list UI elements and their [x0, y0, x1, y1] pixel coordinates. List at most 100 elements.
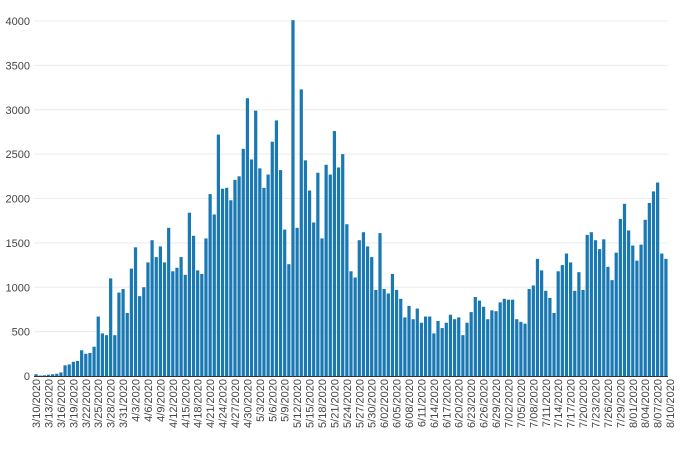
- bar: [84, 354, 87, 376]
- bar: [341, 154, 344, 376]
- bar: [407, 306, 410, 376]
- bar: [179, 257, 182, 376]
- bar: [561, 265, 564, 376]
- bar: [664, 259, 667, 376]
- bar: [163, 262, 166, 376]
- bar: [615, 253, 618, 376]
- bar: [76, 361, 79, 376]
- x-tick-label: 3/19/2020: [68, 379, 80, 428]
- bar: [109, 278, 112, 376]
- bar: [267, 175, 270, 376]
- bar: [80, 350, 83, 376]
- bar: [329, 175, 332, 376]
- bar: [395, 290, 398, 376]
- bar: [88, 353, 91, 376]
- x-tick-label: 4/24/2020: [218, 379, 230, 428]
- x-tick-label: 6/05/2020: [392, 379, 404, 428]
- x-tick-label: 6/23/2020: [466, 379, 478, 428]
- bar: [209, 194, 212, 376]
- bar: [457, 317, 460, 376]
- x-tick-label: 5/9/2020: [280, 379, 292, 422]
- bar: [424, 317, 427, 376]
- bar: [590, 232, 593, 376]
- x-tick-label: 7/14/2020: [553, 379, 565, 428]
- x-tick-label: 5/27/2020: [354, 379, 366, 428]
- bar: [92, 347, 95, 376]
- bar: [275, 120, 278, 376]
- bar: [204, 238, 207, 376]
- bar: [291, 20, 294, 376]
- bar: [432, 333, 435, 376]
- bar: [68, 364, 71, 376]
- bar: [283, 230, 286, 376]
- bar: [428, 317, 431, 376]
- x-tick-label: 6/14/2020: [429, 379, 441, 428]
- bar: [126, 313, 129, 376]
- x-tick-label: 7/23/2020: [590, 379, 602, 428]
- bar: [349, 271, 352, 376]
- x-tick-label: 7/26/2020: [603, 379, 615, 428]
- x-tick-label: 7/11/2020: [541, 379, 553, 427]
- bar: [656, 183, 659, 376]
- bar: [470, 312, 473, 376]
- bar: [449, 315, 452, 376]
- bar: [300, 89, 303, 376]
- x-tick-label: 3/22/2020: [81, 379, 93, 428]
- bar: [453, 319, 456, 376]
- y-tick-label: 500: [12, 327, 30, 339]
- bar: [150, 240, 153, 376]
- bar: [577, 272, 580, 376]
- bar: [403, 317, 406, 376]
- bar: [523, 324, 526, 376]
- bar: [482, 307, 485, 376]
- bar: [221, 189, 224, 376]
- bar: [200, 274, 203, 376]
- bar: [320, 238, 323, 376]
- bar: [238, 176, 241, 376]
- bar: [337, 167, 340, 376]
- bar: [378, 233, 381, 376]
- bar: [644, 220, 647, 376]
- x-tick-label: 6/02/2020: [379, 379, 391, 428]
- x-tick-label: 4/27/2020: [230, 379, 242, 428]
- bar: [387, 293, 390, 376]
- x-tick-label: 6/08/2020: [404, 379, 416, 428]
- x-tick-label: 4/30/2020: [242, 379, 254, 428]
- x-tick-label: 8/01/2020: [628, 379, 640, 428]
- bar: [478, 301, 481, 376]
- bar: [586, 235, 589, 376]
- bar: [113, 335, 116, 376]
- bar: [503, 299, 506, 376]
- bar: [515, 319, 518, 376]
- bar: [308, 191, 311, 376]
- bar: [287, 264, 290, 376]
- x-tick-label: 3/10/2020: [31, 379, 43, 428]
- x-tick-label: 8/07/2020: [653, 379, 665, 428]
- bar: [552, 313, 555, 376]
- bar: [242, 149, 245, 376]
- bar: [192, 236, 195, 376]
- x-tick-label: 8/10/2020: [665, 379, 677, 428]
- y-tick-label: 2500: [6, 149, 30, 161]
- x-tick-label: 7/17/2020: [566, 379, 578, 428]
- bar: [354, 277, 357, 376]
- bar: [532, 285, 535, 376]
- bar: [366, 246, 369, 376]
- bar: [262, 188, 265, 376]
- bar: [167, 228, 170, 376]
- bar: [631, 246, 634, 376]
- bar: [399, 299, 402, 376]
- bar: [499, 302, 502, 376]
- bar: [465, 323, 468, 376]
- bar: [507, 300, 510, 376]
- bar: [619, 219, 622, 376]
- bar: [627, 230, 630, 376]
- bar: [101, 333, 104, 376]
- bar: [573, 291, 576, 376]
- bar: [34, 374, 37, 376]
- bar: [97, 317, 100, 376]
- bar: [490, 310, 493, 376]
- bar: [540, 270, 543, 376]
